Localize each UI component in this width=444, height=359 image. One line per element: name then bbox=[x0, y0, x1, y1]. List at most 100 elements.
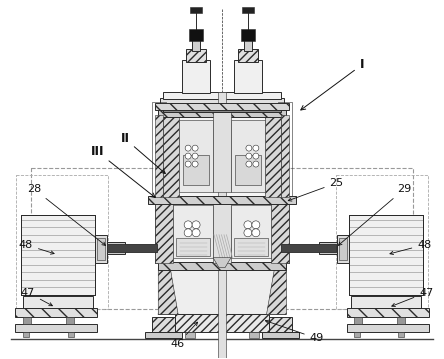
Circle shape bbox=[192, 221, 200, 229]
Bar bbox=[98, 238, 106, 260]
Circle shape bbox=[246, 161, 252, 167]
Polygon shape bbox=[158, 268, 286, 314]
Bar bbox=[234, 238, 268, 256]
Bar bbox=[242, 7, 254, 13]
Bar bbox=[398, 332, 404, 337]
Circle shape bbox=[244, 221, 252, 229]
Polygon shape bbox=[213, 258, 231, 268]
Bar bbox=[158, 110, 286, 117]
Bar bbox=[213, 200, 231, 263]
Bar bbox=[354, 317, 362, 325]
Bar bbox=[337, 235, 349, 263]
Bar bbox=[244, 38, 252, 51]
Text: 49: 49 bbox=[266, 320, 324, 343]
Bar bbox=[231, 120, 265, 192]
Circle shape bbox=[192, 145, 198, 151]
Bar bbox=[349, 215, 423, 294]
Circle shape bbox=[184, 229, 192, 237]
Text: I: I bbox=[301, 59, 364, 110]
Bar bbox=[238, 48, 258, 62]
Circle shape bbox=[184, 221, 192, 229]
Bar bbox=[152, 317, 175, 332]
Circle shape bbox=[253, 145, 259, 151]
Bar bbox=[155, 200, 289, 263]
Bar bbox=[23, 332, 29, 337]
Bar bbox=[281, 244, 336, 252]
Bar bbox=[155, 103, 289, 110]
Bar bbox=[107, 242, 125, 254]
Circle shape bbox=[192, 153, 198, 159]
Bar bbox=[145, 332, 182, 339]
Circle shape bbox=[185, 161, 191, 167]
Text: 47: 47 bbox=[21, 288, 52, 306]
Bar bbox=[319, 242, 337, 254]
Text: III: III bbox=[91, 145, 155, 197]
Text: 47: 47 bbox=[392, 288, 433, 307]
Bar bbox=[175, 314, 269, 332]
Bar bbox=[21, 215, 95, 294]
Bar bbox=[346, 325, 429, 332]
Bar bbox=[349, 215, 423, 294]
Bar bbox=[66, 317, 74, 325]
Bar bbox=[192, 38, 200, 51]
Bar bbox=[278, 102, 292, 201]
Bar bbox=[67, 332, 74, 337]
Bar bbox=[23, 295, 94, 308]
Bar bbox=[152, 102, 166, 201]
Bar bbox=[281, 115, 289, 197]
Bar bbox=[213, 110, 231, 192]
Bar bbox=[107, 244, 157, 252]
Bar bbox=[155, 200, 173, 263]
Bar bbox=[269, 317, 292, 332]
Bar bbox=[15, 325, 98, 332]
Bar bbox=[95, 235, 107, 263]
Bar bbox=[163, 107, 281, 112]
Text: 48: 48 bbox=[19, 240, 54, 254]
Bar bbox=[155, 115, 163, 197]
Bar bbox=[249, 332, 259, 339]
Bar bbox=[262, 332, 299, 339]
Circle shape bbox=[252, 221, 260, 229]
Circle shape bbox=[192, 229, 200, 237]
Bar bbox=[182, 60, 210, 93]
Bar bbox=[183, 155, 209, 185]
Bar bbox=[218, 92, 226, 359]
Text: 25: 25 bbox=[288, 178, 344, 201]
Bar bbox=[234, 60, 262, 93]
Bar bbox=[107, 244, 157, 252]
Bar bbox=[189, 29, 203, 41]
Bar bbox=[176, 238, 210, 256]
Bar bbox=[354, 332, 361, 337]
Bar bbox=[163, 115, 281, 197]
Bar bbox=[185, 332, 195, 339]
Circle shape bbox=[185, 153, 191, 159]
Text: 28: 28 bbox=[27, 184, 106, 246]
Bar bbox=[21, 215, 95, 294]
Bar bbox=[163, 115, 179, 197]
Text: 29: 29 bbox=[338, 184, 412, 245]
Bar bbox=[186, 48, 206, 62]
Circle shape bbox=[246, 153, 252, 159]
Bar bbox=[158, 262, 286, 270]
Bar bbox=[397, 317, 405, 325]
Bar bbox=[271, 200, 289, 263]
Circle shape bbox=[185, 145, 191, 151]
Bar bbox=[23, 317, 31, 325]
Bar bbox=[15, 308, 98, 317]
Circle shape bbox=[252, 229, 260, 237]
Bar bbox=[173, 205, 213, 258]
Bar bbox=[190, 7, 202, 13]
Circle shape bbox=[253, 161, 259, 167]
Bar bbox=[160, 98, 284, 104]
Bar bbox=[346, 308, 429, 317]
Circle shape bbox=[244, 229, 252, 237]
Bar bbox=[350, 295, 421, 308]
Bar bbox=[265, 115, 281, 197]
Bar bbox=[163, 92, 281, 99]
Bar bbox=[235, 155, 261, 185]
Text: 46: 46 bbox=[170, 322, 198, 349]
Polygon shape bbox=[266, 268, 286, 314]
Polygon shape bbox=[158, 268, 178, 314]
Bar bbox=[241, 29, 255, 41]
Text: 48: 48 bbox=[390, 240, 432, 255]
